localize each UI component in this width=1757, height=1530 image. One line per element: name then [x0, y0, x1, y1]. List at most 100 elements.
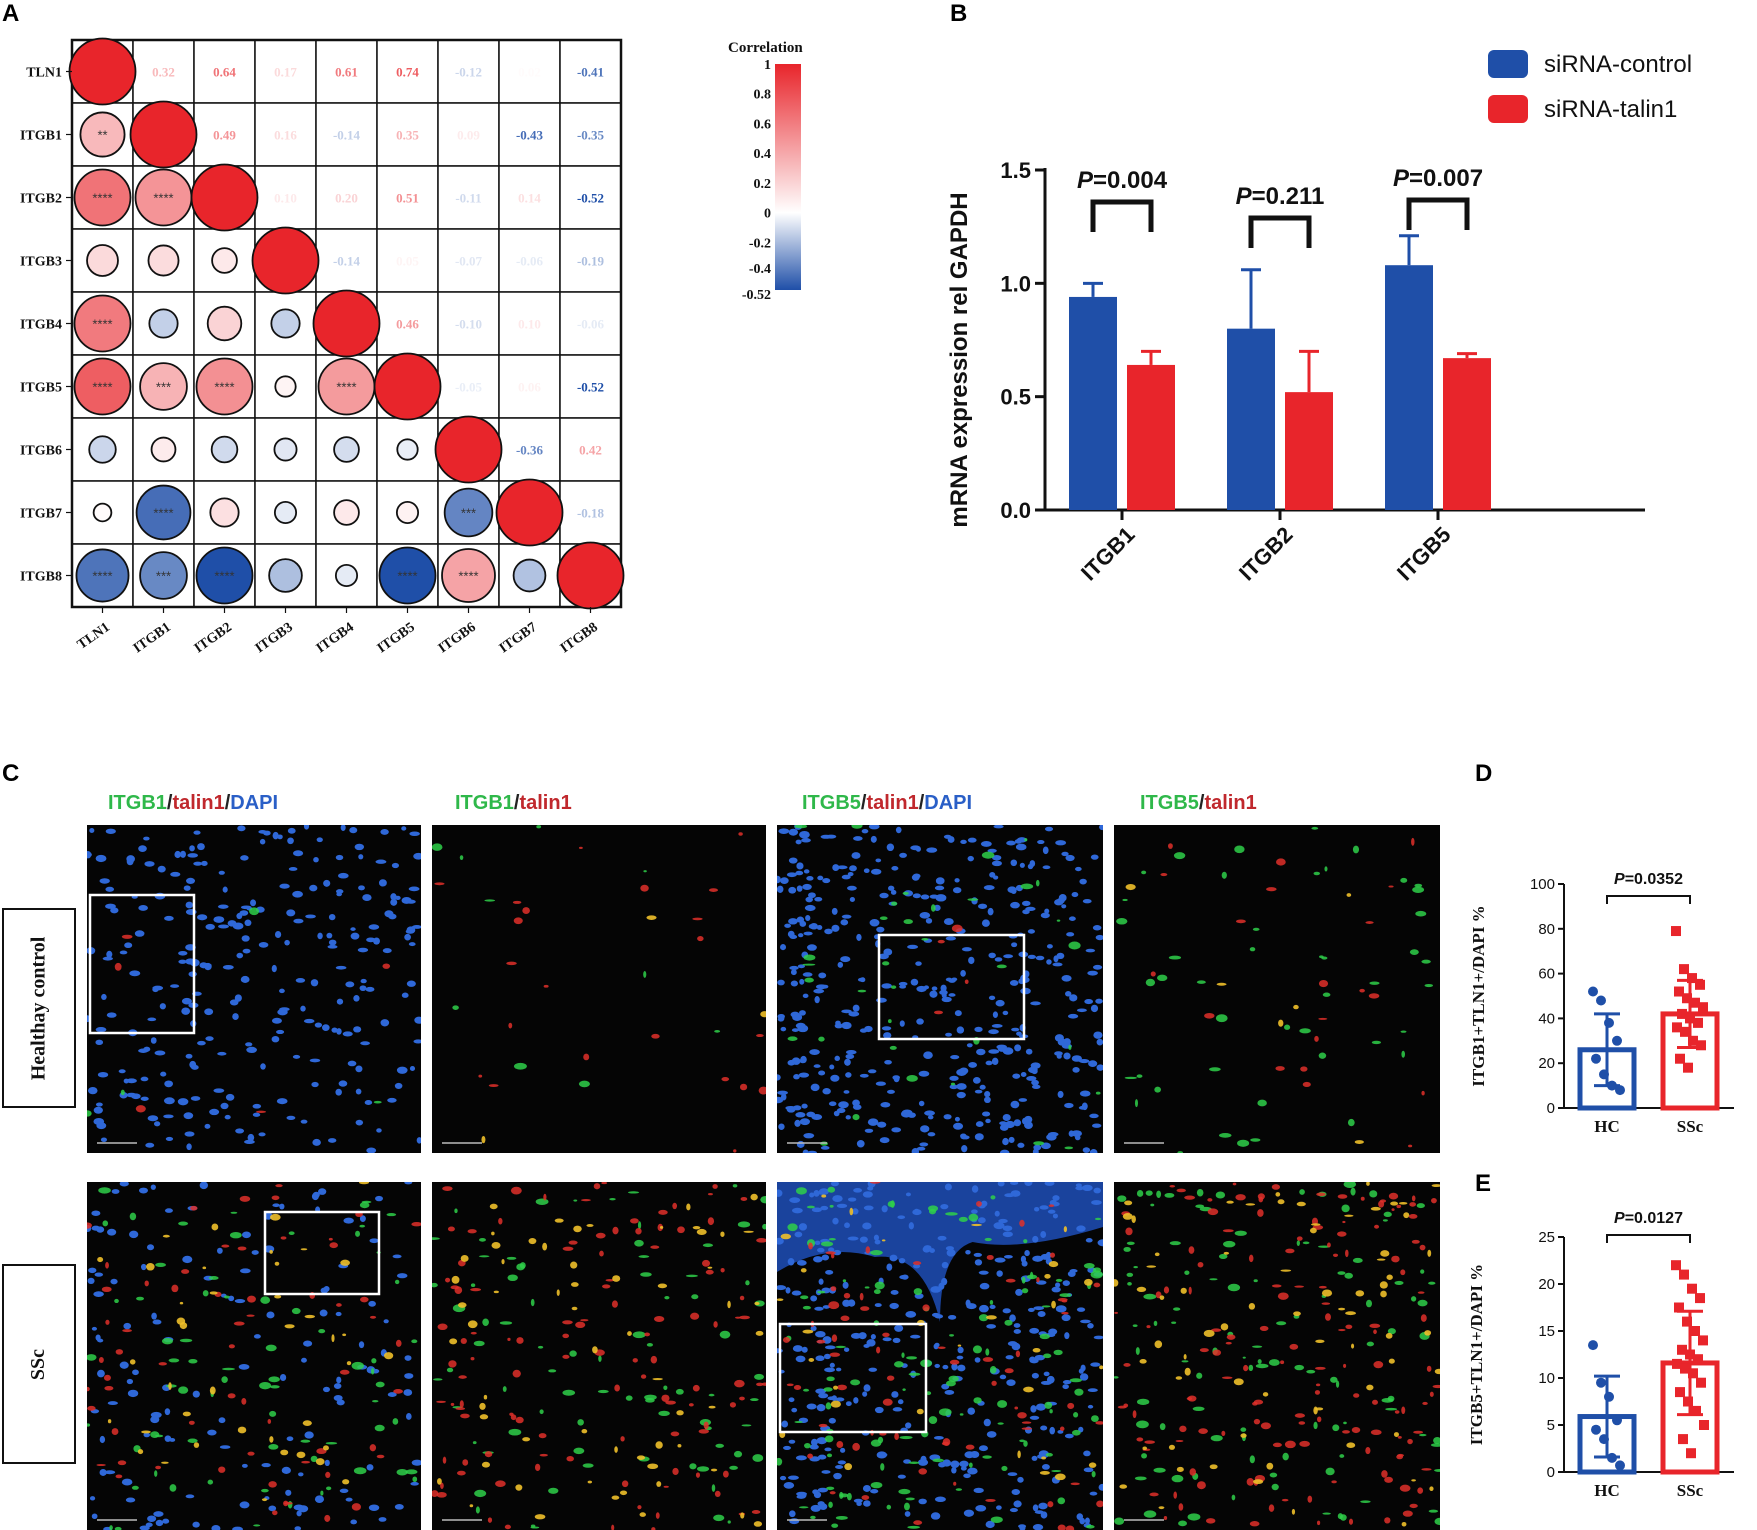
micrograph-ssc-itgb5-talin1	[1114, 1182, 1440, 1530]
nucleus	[822, 1088, 831, 1095]
merged-signal	[586, 1224, 594, 1227]
green-signal	[643, 870, 647, 873]
merged-signal	[1354, 1140, 1364, 1145]
red-signal	[436, 1491, 447, 1498]
green-signal	[903, 919, 913, 925]
nucleus	[799, 920, 807, 927]
nucleus	[799, 830, 810, 839]
merged-signal	[483, 1394, 488, 1400]
nucleus	[184, 1131, 195, 1137]
data-point	[1696, 1377, 1706, 1388]
merged-signal	[342, 1333, 347, 1337]
nucleus	[1024, 1250, 1030, 1257]
correlation-circle	[73, 357, 132, 416]
green-signal	[754, 1373, 765, 1380]
nucleus	[406, 926, 416, 934]
nucleus	[929, 1248, 935, 1254]
green-signal	[412, 1476, 418, 1483]
red-signal	[611, 1524, 615, 1530]
nucleus	[905, 1310, 917, 1318]
nucleus	[1017, 1476, 1024, 1483]
green-signal	[411, 1339, 418, 1344]
green-signal	[359, 1224, 366, 1228]
row-label-itgb3: ITGB3	[20, 255, 62, 270]
red-signal	[740, 1196, 748, 1201]
nucleus	[1076, 1008, 1087, 1013]
green-signal	[1330, 1376, 1338, 1383]
nucleus	[378, 1517, 387, 1522]
pvalue-label: P=0.211	[1236, 183, 1325, 210]
green-signal	[1141, 1453, 1148, 1459]
nucleus	[832, 864, 840, 871]
nucleus	[218, 870, 225, 875]
red-signal	[816, 1339, 826, 1344]
green-signal	[658, 1410, 670, 1416]
green-signal	[906, 1356, 918, 1360]
nucleus	[816, 1437, 828, 1445]
green-signal	[1150, 1203, 1155, 1207]
matrix-cell	[498, 354, 561, 419]
green-signal	[826, 1486, 835, 1491]
nucleus	[375, 859, 387, 864]
red-signal	[611, 1300, 618, 1308]
green-signal	[1169, 1241, 1181, 1246]
nucleus	[182, 1255, 193, 1264]
nucleus	[95, 854, 107, 863]
nucleus	[1025, 906, 1036, 912]
merged-signal	[1209, 1464, 1218, 1470]
nucleus	[153, 1511, 164, 1517]
nucleus	[336, 998, 344, 1005]
correlation-circle	[273, 500, 298, 525]
green-signal	[598, 1355, 602, 1362]
red-signal	[1314, 1390, 1321, 1395]
nucleus	[913, 1263, 921, 1269]
matrix-cell	[254, 102, 317, 167]
red-signal	[488, 1084, 499, 1087]
red-signal	[506, 961, 517, 966]
legend-label-0: siRNA-control	[1544, 51, 1692, 78]
red-signal	[1014, 1406, 1019, 1410]
red-signal	[1252, 1401, 1258, 1406]
nucleus	[1003, 954, 1014, 959]
nucleus	[95, 1334, 101, 1341]
red-signal	[1331, 1480, 1337, 1484]
green-signal	[1269, 1472, 1278, 1478]
red-signal	[1187, 1395, 1197, 1402]
nucleus	[396, 1273, 408, 1279]
green-signal	[1171, 1321, 1177, 1324]
green-signal	[902, 1388, 906, 1391]
nucleus	[802, 1149, 809, 1153]
nucleus	[303, 1340, 313, 1347]
data-point	[1675, 1053, 1685, 1064]
nucleus	[200, 963, 212, 968]
red-signal	[543, 1193, 547, 1201]
green-signal	[1410, 1296, 1417, 1302]
nucleus	[272, 1203, 280, 1208]
green-signal	[982, 1455, 992, 1459]
green-signal	[908, 1461, 920, 1464]
matrix-cell	[498, 291, 561, 356]
green-signal	[984, 1237, 992, 1242]
nucleus	[1097, 1239, 1103, 1247]
red-signal	[534, 1463, 541, 1472]
data-point	[1612, 1035, 1622, 1046]
merged-signal	[300, 1248, 308, 1251]
nucleus	[403, 1389, 413, 1396]
nucleus	[952, 887, 962, 894]
nucleus	[804, 904, 816, 912]
nucleus	[879, 892, 889, 899]
diagonal-circle	[556, 541, 625, 610]
green-signal	[1249, 947, 1256, 952]
nucleus	[406, 980, 416, 987]
nucleus	[204, 1008, 214, 1016]
red-signal	[301, 1460, 311, 1464]
red-signal	[886, 1375, 895, 1381]
red-signal	[1178, 1503, 1184, 1511]
merged-signal	[1296, 1201, 1306, 1207]
green-signal	[548, 1369, 557, 1373]
nucleus	[907, 944, 919, 950]
nucleus	[853, 1188, 863, 1193]
red-signal	[1316, 1192, 1326, 1197]
green-signal	[795, 1187, 807, 1195]
green-signal	[737, 1221, 751, 1228]
